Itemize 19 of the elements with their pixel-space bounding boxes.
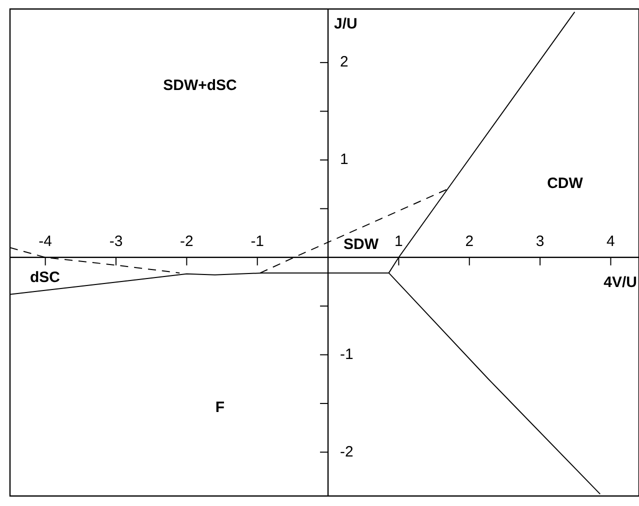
- annotation: SDW+dSC: [163, 77, 238, 94]
- x-tick-label: -3: [109, 233, 123, 250]
- x-axis-title: 4V/U: [604, 274, 637, 292]
- y-tick-label: -2: [340, 443, 354, 460]
- annotation: SDW: [344, 236, 380, 254]
- y-axis-title: J/U: [334, 16, 358, 33]
- x-tick-label: -4: [38, 233, 52, 250]
- x-tick-label: 2: [465, 233, 474, 250]
- x-tick-label: 4: [606, 233, 615, 250]
- x-tick-label: 3: [536, 233, 544, 250]
- y-tick-label: -1: [340, 346, 354, 363]
- y-tick-label: 2: [340, 54, 348, 71]
- x-tick-label: -2: [180, 233, 194, 250]
- annotation: dSC: [30, 269, 60, 286]
- annotation: CDW: [547, 175, 584, 192]
- x-tick-label: 1: [394, 233, 403, 250]
- x-tick-label: -1: [250, 233, 264, 250]
- annotation: F: [215, 399, 225, 416]
- y-tick-label: 1: [340, 151, 348, 168]
